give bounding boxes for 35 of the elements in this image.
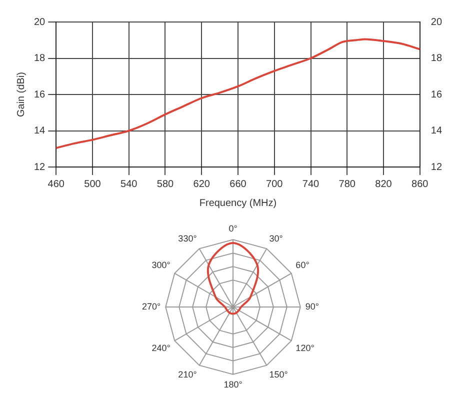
spoke-label: 180° [224,379,243,390]
spoke-label: 90° [305,301,320,312]
spoke-label: 300° [152,260,171,270]
x-tick-label: 540 [120,178,138,190]
x-tick-label: 500 [84,178,102,190]
spoke-label: 120° [296,343,315,354]
y-tick-label: 16 [34,89,46,100]
y2-tick-label: 16 [430,89,442,100]
y2-tick-label: 12 [430,162,442,173]
y2-tick-label: 20 [430,16,442,28]
x-tick-label: 460 [48,178,65,190]
y2-tick-label: 14 [430,126,442,136]
y2-tick-label: 18 [430,53,442,64]
spoke-label: 330° [178,233,198,244]
y-tick-label: 14 [34,126,46,136]
spoke-label: 240° [152,343,171,354]
x-tick-label: 700 [266,178,284,190]
spoke-label: 30° [269,233,284,244]
y-tick-label: 18 [34,53,46,64]
x-tick-label: 620 [193,178,210,190]
spoke-label: 270° [142,301,162,312]
spoke-label: 150° [269,370,288,380]
y-tick-label: 12 [34,162,46,173]
x-tick-label: 780 [338,178,356,190]
spoke-label: 0° [228,224,238,234]
spoke-label: 210° [178,370,198,380]
x-tick-label: 660 [230,178,247,190]
x-tick-label: 740 [302,178,320,190]
y-axis-title: Gain (dBi) [16,72,27,118]
x-tick-label: 820 [375,178,392,190]
x-axis-title: Frequency (MHz) [199,198,277,209]
y-tick-label: 20 [34,16,46,28]
spoke-label: 60° [296,260,310,270]
x-tick-label: 580 [156,178,174,190]
x-tick-label: 860 [412,178,429,190]
